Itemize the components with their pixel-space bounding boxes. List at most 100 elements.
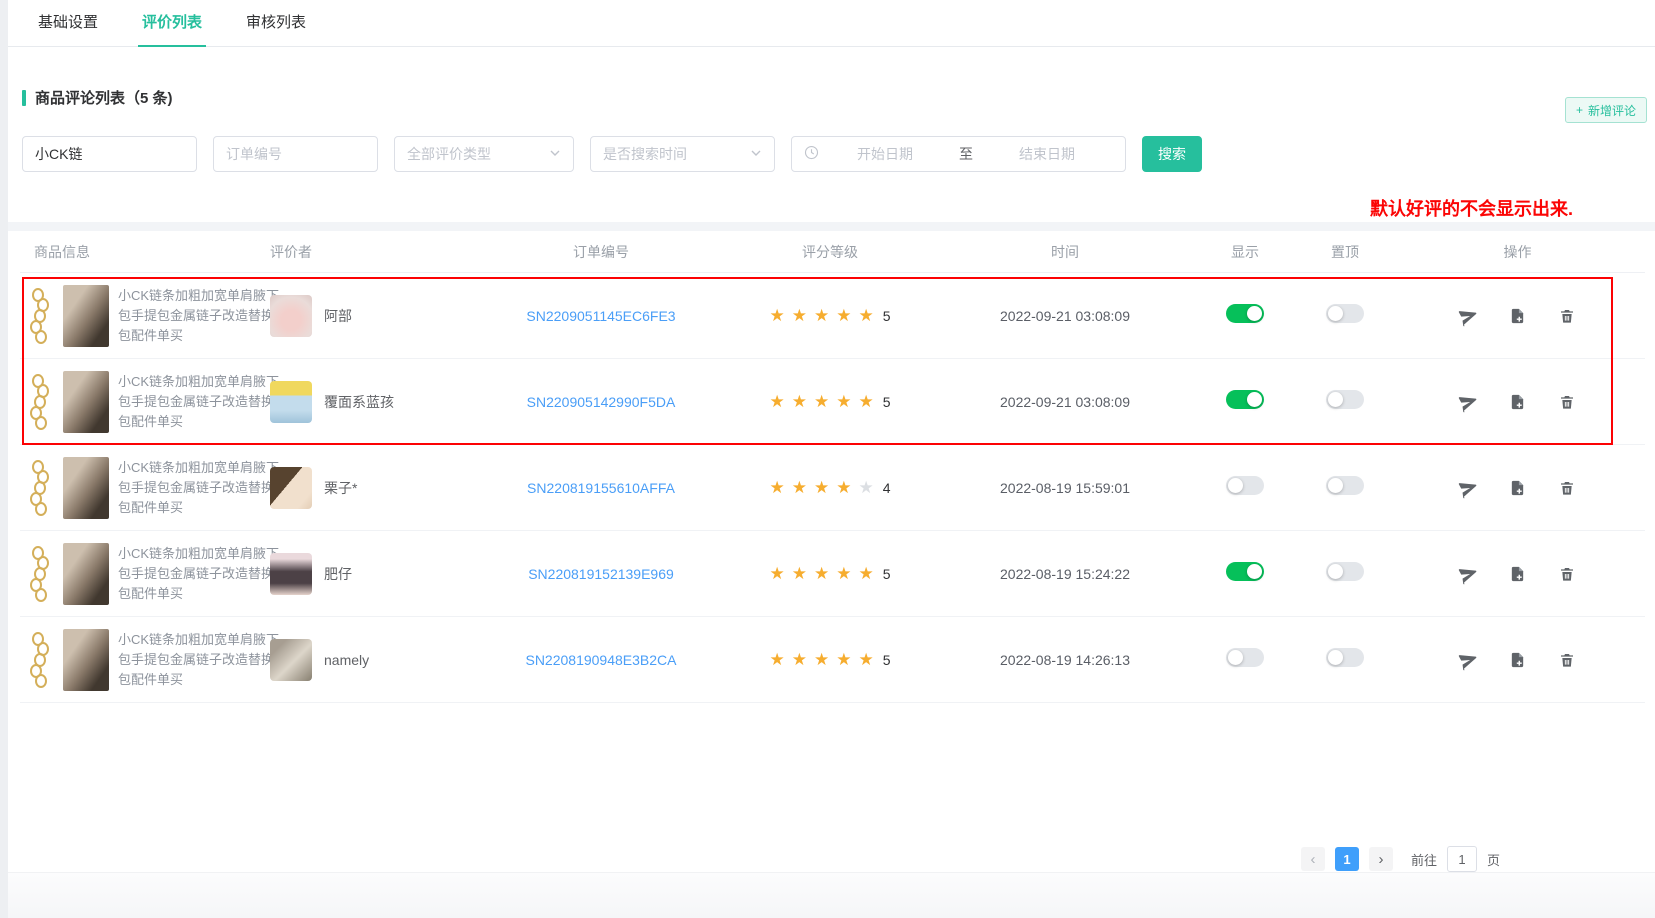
star-icon[interactable]: ★ bbox=[769, 649, 785, 669]
star-icon[interactable]: ★ bbox=[791, 477, 807, 497]
star-icon[interactable]: ★ bbox=[836, 649, 852, 669]
filter-bar: 全部评价类型 是否搜索时间 开始日期 至 bbox=[22, 136, 1655, 172]
start-date-placeholder: 开始日期 bbox=[857, 146, 913, 162]
actions-cell bbox=[1458, 565, 1576, 584]
section-title-row: 商品评论列表（5 条) bbox=[22, 87, 1655, 108]
product-chain-thumbnail bbox=[28, 372, 54, 431]
tab-review-list[interactable]: 评价列表 bbox=[120, 0, 224, 47]
pin-toggle[interactable] bbox=[1326, 303, 1364, 323]
file-add-icon[interactable] bbox=[1509, 479, 1527, 497]
file-add-icon[interactable] bbox=[1509, 565, 1527, 583]
product-cell: 小CK链条加粗加宽单肩腋下包手提包金属链子改造替换包包配件单买 bbox=[20, 456, 290, 519]
send-icon[interactable] bbox=[1458, 393, 1478, 412]
file-add-icon[interactable] bbox=[1509, 651, 1527, 669]
red-annotation-text: 默认好评的不会显示出来. bbox=[1370, 199, 1573, 219]
col-header-actions: 操作 bbox=[1503, 243, 1532, 260]
rating-value: 5 bbox=[882, 651, 891, 668]
goto-page-input[interactable] bbox=[1446, 846, 1477, 872]
order-number-link[interactable]: SN2209051145EC6FE3 bbox=[526, 307, 676, 324]
reviewer-cell: 覆面系蓝孩 bbox=[270, 380, 394, 423]
file-add-icon[interactable] bbox=[1509, 393, 1527, 411]
pin-toggle[interactable] bbox=[1326, 561, 1364, 581]
reviewer-cell: namely bbox=[270, 638, 369, 681]
order-number-link[interactable]: SN220905142990F5DA bbox=[526, 393, 676, 410]
tab-audit-list[interactable]: 审核列表 bbox=[246, 14, 307, 31]
review-time: 2022-08-19 15:59:01 bbox=[1000, 479, 1130, 496]
star-icon[interactable]: ★ bbox=[858, 391, 874, 411]
show-toggle[interactable] bbox=[1226, 647, 1264, 667]
rating-stars: ★ ★ ★ ★ ★ 5 bbox=[769, 392, 890, 412]
trash-icon[interactable] bbox=[1558, 479, 1576, 497]
star-icon[interactable]: ★ bbox=[858, 305, 874, 325]
trash-icon[interactable] bbox=[1558, 651, 1576, 669]
star-icon[interactable]: ★ bbox=[813, 305, 830, 325]
table-row: 小CK链条加粗加宽单肩腋下包手提包金属链子改造替换包包配件单买 栗子* SN2208… bbox=[20, 445, 1645, 531]
star-icon[interactable]: ★ bbox=[769, 391, 785, 411]
star-icon[interactable]: ★ bbox=[813, 563, 830, 583]
rating-stars: ★ ★ ★ ★ ★ 4 bbox=[769, 478, 890, 498]
file-add-icon[interactable] bbox=[1509, 307, 1527, 325]
star-icon[interactable]: ★ bbox=[813, 391, 830, 411]
send-icon[interactable] bbox=[1458, 651, 1478, 670]
show-toggle[interactable] bbox=[1226, 475, 1264, 495]
product-photo-thumbnail bbox=[63, 456, 109, 519]
date-range-picker[interactable]: 开始日期 至 结束日期 bbox=[791, 136, 1126, 172]
page-number-button[interactable]: 1 bbox=[1334, 847, 1359, 871]
star-icon[interactable]: ★ bbox=[769, 563, 785, 583]
review-table: 商品信息 评价者 订单编号 评分等级 时间 显示 置顶 操作 小CK链条加粗加宽… bbox=[8, 231, 1655, 703]
star-icon[interactable]: ★ bbox=[858, 563, 874, 583]
reviewer-avatar bbox=[270, 552, 312, 595]
time-search-select[interactable]: 是否搜索时间 bbox=[590, 136, 775, 172]
star-icon[interactable]: ★ bbox=[813, 477, 830, 497]
table-row: 小CK链条加粗加宽单肩腋下包手提包金属链子改造替换包包配件单买 阿部 SN22090… bbox=[20, 273, 1645, 359]
rating-value: 5 bbox=[882, 393, 891, 410]
star-icon[interactable]: ★ bbox=[791, 563, 807, 583]
trash-icon[interactable] bbox=[1558, 307, 1576, 325]
star-icon[interactable]: ★ bbox=[769, 305, 785, 325]
rating-stars: ★ ★ ★ ★ ★ 5 bbox=[769, 564, 890, 584]
col-header-order: 订单编号 bbox=[573, 243, 629, 260]
send-icon[interactable] bbox=[1458, 479, 1478, 498]
trash-icon[interactable] bbox=[1558, 393, 1576, 411]
order-number-link[interactable]: SN2208190948E3B2CA bbox=[525, 651, 677, 668]
show-toggle[interactable] bbox=[1226, 389, 1264, 409]
star-icon[interactable]: ★ bbox=[836, 391, 852, 411]
product-photo-thumbnail bbox=[63, 370, 109, 433]
trash-icon[interactable] bbox=[1558, 565, 1576, 583]
order-number-link[interactable]: SN220819155610AFFA bbox=[527, 479, 675, 496]
star-icon[interactable]: ★ bbox=[858, 649, 874, 669]
tab-basic-settings[interactable]: 基础设置 bbox=[38, 14, 99, 31]
search-button[interactable]: 搜索 bbox=[1142, 136, 1202, 172]
reviewer-cell: 肥仔 bbox=[270, 552, 352, 595]
add-comment-button[interactable]: + 新增评论 bbox=[1564, 97, 1647, 123]
reviewer-avatar bbox=[270, 380, 312, 423]
star-icon[interactable]: ★ bbox=[791, 649, 807, 669]
star-icon[interactable]: ★ bbox=[791, 305, 807, 325]
product-photo-thumbnail bbox=[63, 284, 109, 347]
star-icon[interactable]: ★ bbox=[836, 477, 852, 497]
pin-toggle[interactable] bbox=[1326, 475, 1364, 495]
star-icon[interactable]: ★ bbox=[791, 391, 807, 411]
order-number-input[interactable] bbox=[213, 136, 378, 172]
pin-toggle[interactable] bbox=[1326, 647, 1364, 667]
review-type-select[interactable]: 全部评价类型 bbox=[394, 136, 574, 172]
star-icon[interactable]: ★ bbox=[769, 477, 785, 497]
col-header-reviewer: 评价者 bbox=[270, 243, 312, 260]
prev-page-button[interactable]: ‹ bbox=[1300, 847, 1325, 871]
next-page-button[interactable]: › bbox=[1368, 847, 1393, 871]
star-icon[interactable]: ★ bbox=[858, 477, 874, 497]
col-header-rating: 评分等级 bbox=[802, 243, 858, 260]
review-time: 2022-08-19 14:26:13 bbox=[1000, 651, 1130, 668]
star-icon[interactable]: ★ bbox=[813, 649, 830, 669]
star-icon[interactable]: ★ bbox=[836, 563, 852, 583]
send-icon[interactable] bbox=[1458, 565, 1478, 584]
product-chain-thumbnail bbox=[28, 286, 54, 345]
star-icon[interactable]: ★ bbox=[836, 305, 852, 325]
show-toggle[interactable] bbox=[1226, 303, 1264, 323]
product-keyword-input[interactable] bbox=[22, 136, 197, 172]
send-icon[interactable] bbox=[1458, 307, 1478, 326]
pin-toggle[interactable] bbox=[1326, 389, 1364, 409]
order-number-link[interactable]: SN220819152139E969 bbox=[528, 565, 674, 582]
show-toggle[interactable] bbox=[1226, 561, 1264, 581]
review-time: 2022-08-19 15:24:22 bbox=[1000, 565, 1130, 582]
